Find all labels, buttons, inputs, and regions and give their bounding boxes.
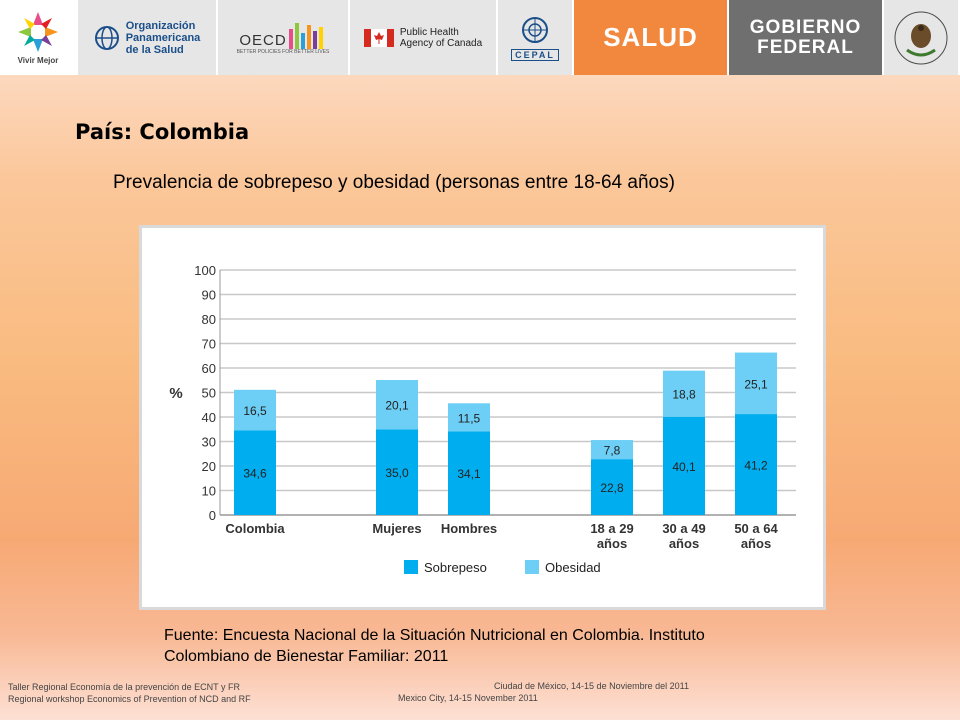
bar-obesidad: [234, 389, 276, 431]
salud-logo: SALUD: [574, 0, 729, 75]
y-tick-label: 10: [202, 484, 216, 499]
x-tick-label: 18 a 29: [590, 521, 633, 536]
bar-sobrepeso: [448, 431, 490, 515]
y-axis-label: %: [169, 385, 182, 402]
y-tick-label: 50: [202, 386, 216, 401]
y-tick-label: 100: [194, 263, 216, 278]
bar-obesidad: [735, 352, 777, 415]
data-label-sobrepeso: 34,6: [243, 467, 267, 481]
footer-left-line-2: Regional workshop Economics of Preventio…: [8, 694, 251, 704]
data-label-sobrepeso: 22,8: [600, 481, 624, 495]
x-tick-label: Hombres: [441, 521, 497, 536]
vivir-mejor-logo: Vivir Mejor: [0, 0, 78, 75]
data-label-obesidad: 7,8: [604, 444, 621, 458]
x-tick-label: años: [597, 536, 627, 551]
data-label-sobrepeso: 40,1: [672, 460, 696, 474]
data-label-sobrepeso: 34,1: [457, 467, 481, 481]
y-tick-label: 80: [202, 312, 216, 327]
gobierno-text: GOBIERNO: [749, 16, 862, 38]
footer-right-line-1: Ciudad de México, 14-15 de Noviembre del…: [494, 681, 689, 691]
oecd-text: OECD: [239, 31, 287, 49]
header-logo-strip: Vivir Mejor Organización Panamericana de…: [0, 0, 960, 75]
footer-left-line-1: Taller Regional Economía de la prevenció…: [8, 682, 240, 692]
phac-line-1: Public Health: [399, 26, 459, 38]
data-label-obesidad: 11,5: [458, 411, 481, 425]
chart-frame: 0 10 20 30 40 50 60 70 80 90 100% 34,6 16,5 Colombia 3…: [139, 225, 826, 610]
x-tick-label: años: [669, 536, 699, 551]
bar-sobrepeso: [591, 459, 633, 515]
ops-logo: Organización Panamericana de la Salud: [78, 0, 218, 75]
globe-icon: [94, 25, 119, 50]
un-emblem-icon: [522, 16, 548, 43]
chart-subtitle: Prevalencia de sobrepeso y obesidad (per…: [113, 172, 675, 193]
footer-workshop: Taller Regional Economía de la prevenció…: [8, 681, 251, 705]
source-line-2: Colombiano de Bienestar Familiar: 2011: [164, 648, 449, 665]
gobierno-federal-logo: GOBIERNO FEDERAL: [729, 0, 884, 75]
canada-flag-icon: [363, 28, 394, 47]
bar-obesidad: [663, 370, 705, 417]
salud-text: SALUD: [603, 22, 698, 52]
data-label-obesidad: 20,1: [385, 399, 409, 413]
y-tick-label: 60: [202, 361, 216, 376]
x-tick-label: años: [741, 536, 771, 551]
ops-line-1: Organización: [125, 19, 196, 32]
x-tick-label: Mujeres: [372, 521, 421, 536]
footer-right-line-2: Mexico City, 14-15 November 2011: [398, 693, 538, 703]
x-tick-label: Colombia: [225, 521, 285, 536]
bar-sobrepeso: [663, 416, 705, 515]
y-tick-label: 0: [209, 508, 216, 523]
data-label-sobrepeso: 35,0: [385, 466, 409, 480]
ops-line-3: de la Salud: [125, 43, 184, 56]
legend-swatch-sobrepeso: [404, 560, 418, 574]
federal-text: FEDERAL: [757, 36, 854, 58]
bar-obesidad: [376, 380, 418, 430]
phac-line-2: Agency of Canada: [399, 37, 483, 49]
oecd-logo: OECD BETTER POLICIES FOR BETTER LIVES: [218, 0, 350, 75]
bar-sobrepeso: [234, 430, 276, 515]
x-tick-label: 50 a 64: [734, 521, 778, 536]
bar-obesidad: [591, 440, 633, 460]
bar-sobrepeso: [376, 429, 418, 515]
phac-logo: Public Health Agency of Canada: [350, 0, 498, 75]
legend-label-obesidad: Obesidad: [545, 560, 601, 575]
y-tick-label: 30: [202, 435, 216, 450]
oecd-bars-icon: [288, 22, 323, 49]
stacked-bar-chart: 0 10 20 30 40 50 60 70 80 90 100% 34,6 16,5 Colombia 3…: [169, 263, 796, 575]
bar-sobrepeso: [735, 414, 777, 515]
source-line-1: Fuente: Encuesta Nacional de la Situació…: [164, 627, 705, 644]
y-tick-label: 90: [202, 288, 216, 303]
y-tick-label: 40: [202, 410, 216, 425]
star-flower-icon: [18, 12, 58, 52]
country-title: País: Colombia: [75, 120, 250, 144]
oecd-tagline: BETTER POLICIES FOR BETTER LIVES: [236, 48, 330, 55]
y-tick-label: 20: [202, 459, 216, 474]
data-label-sobrepeso: 41,2: [744, 459, 768, 473]
data-label-obesidad: 16,5: [243, 404, 267, 418]
mexico-seal-logo: [884, 0, 960, 75]
data-label-obesidad: 25,1: [744, 377, 768, 391]
y-tick-label: 70: [202, 337, 216, 352]
source-note: Fuente: Encuesta Nacional de la Situació…: [164, 625, 705, 667]
x-tick-label: 30 a 49: [662, 521, 705, 536]
legend-label-sobrepeso: Sobrepeso: [424, 560, 487, 575]
cepal-logo: CEPAL: [498, 0, 574, 75]
data-label-obesidad: 18,8: [672, 388, 696, 402]
mexico-seal-icon: [894, 11, 948, 64]
legend-swatch-obesidad: [525, 560, 539, 574]
vivir-mejor-text: Vivir Mejor: [17, 56, 59, 65]
cepal-text: CEPAL: [511, 48, 559, 61]
ops-line-2: Panamericana: [125, 31, 201, 44]
bar-obesidad: [448, 403, 490, 432]
